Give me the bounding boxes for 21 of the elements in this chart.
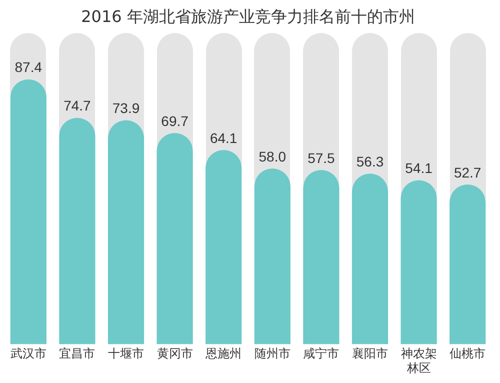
x-tick-label: 神农架林区 [400,346,437,375]
data-label: 57.5 [308,150,336,166]
data-label: 64.1 [210,130,238,146]
x-tick-label: 仙桃市 [450,346,486,361]
x-tick-label: 随州市 [254,346,290,361]
x-tick-label: 黄冈市 [156,346,193,361]
x-tick-label: 十堰市 [108,346,144,361]
data-label: 73.9 [112,100,140,116]
data-label: 58.0 [258,148,286,164]
data-label: 56.3 [356,153,384,170]
x-tick-label: 武汉市 [10,346,46,361]
data-label: 54.1 [405,160,433,176]
data-label: 69.7 [161,112,189,129]
chart-title: 2016 年湖北省旅游产业竞争力排名前十的市州 [81,6,415,26]
data-label: 74.7 [64,98,92,114]
data-label: 87.4 [14,59,42,76]
x-tick-label: 襄阳市 [352,346,388,361]
x-tick-label: 咸宁市 [303,346,340,361]
x-tick-label: 恩施州 [204,346,242,361]
x-tick-label: 宜昌市 [59,346,96,361]
data-label: 52.7 [454,164,482,180]
